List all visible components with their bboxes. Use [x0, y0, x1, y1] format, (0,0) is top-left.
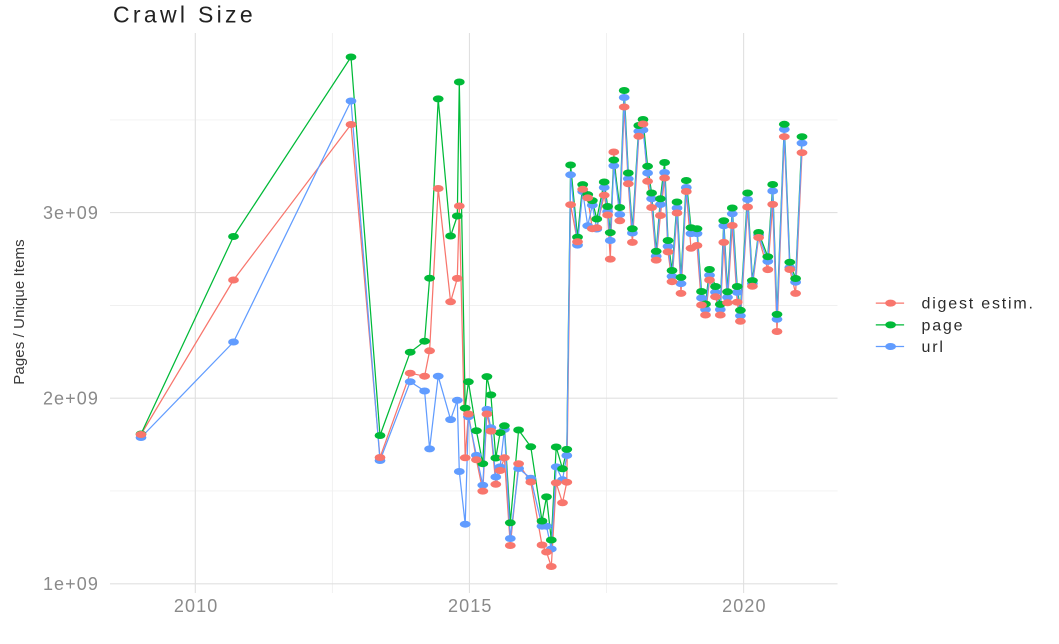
svg-text:digest estim.: digest estim. — [922, 296, 1035, 313]
svg-text:1e+09: 1e+09 — [43, 574, 99, 594]
svg-text:2010: 2010 — [174, 596, 218, 616]
svg-text:2015: 2015 — [448, 596, 492, 616]
svg-text:2e+09: 2e+09 — [43, 389, 99, 409]
svg-text:page: page — [922, 317, 965, 334]
svg-text:url: url — [922, 339, 945, 356]
svg-text:3e+09: 3e+09 — [43, 203, 99, 223]
svg-text:Pages / Unique Items: Pages / Unique Items — [11, 239, 28, 384]
svg-text:2020: 2020 — [722, 596, 766, 616]
svg-text:Crawl Size: Crawl Size — [113, 1, 256, 27]
